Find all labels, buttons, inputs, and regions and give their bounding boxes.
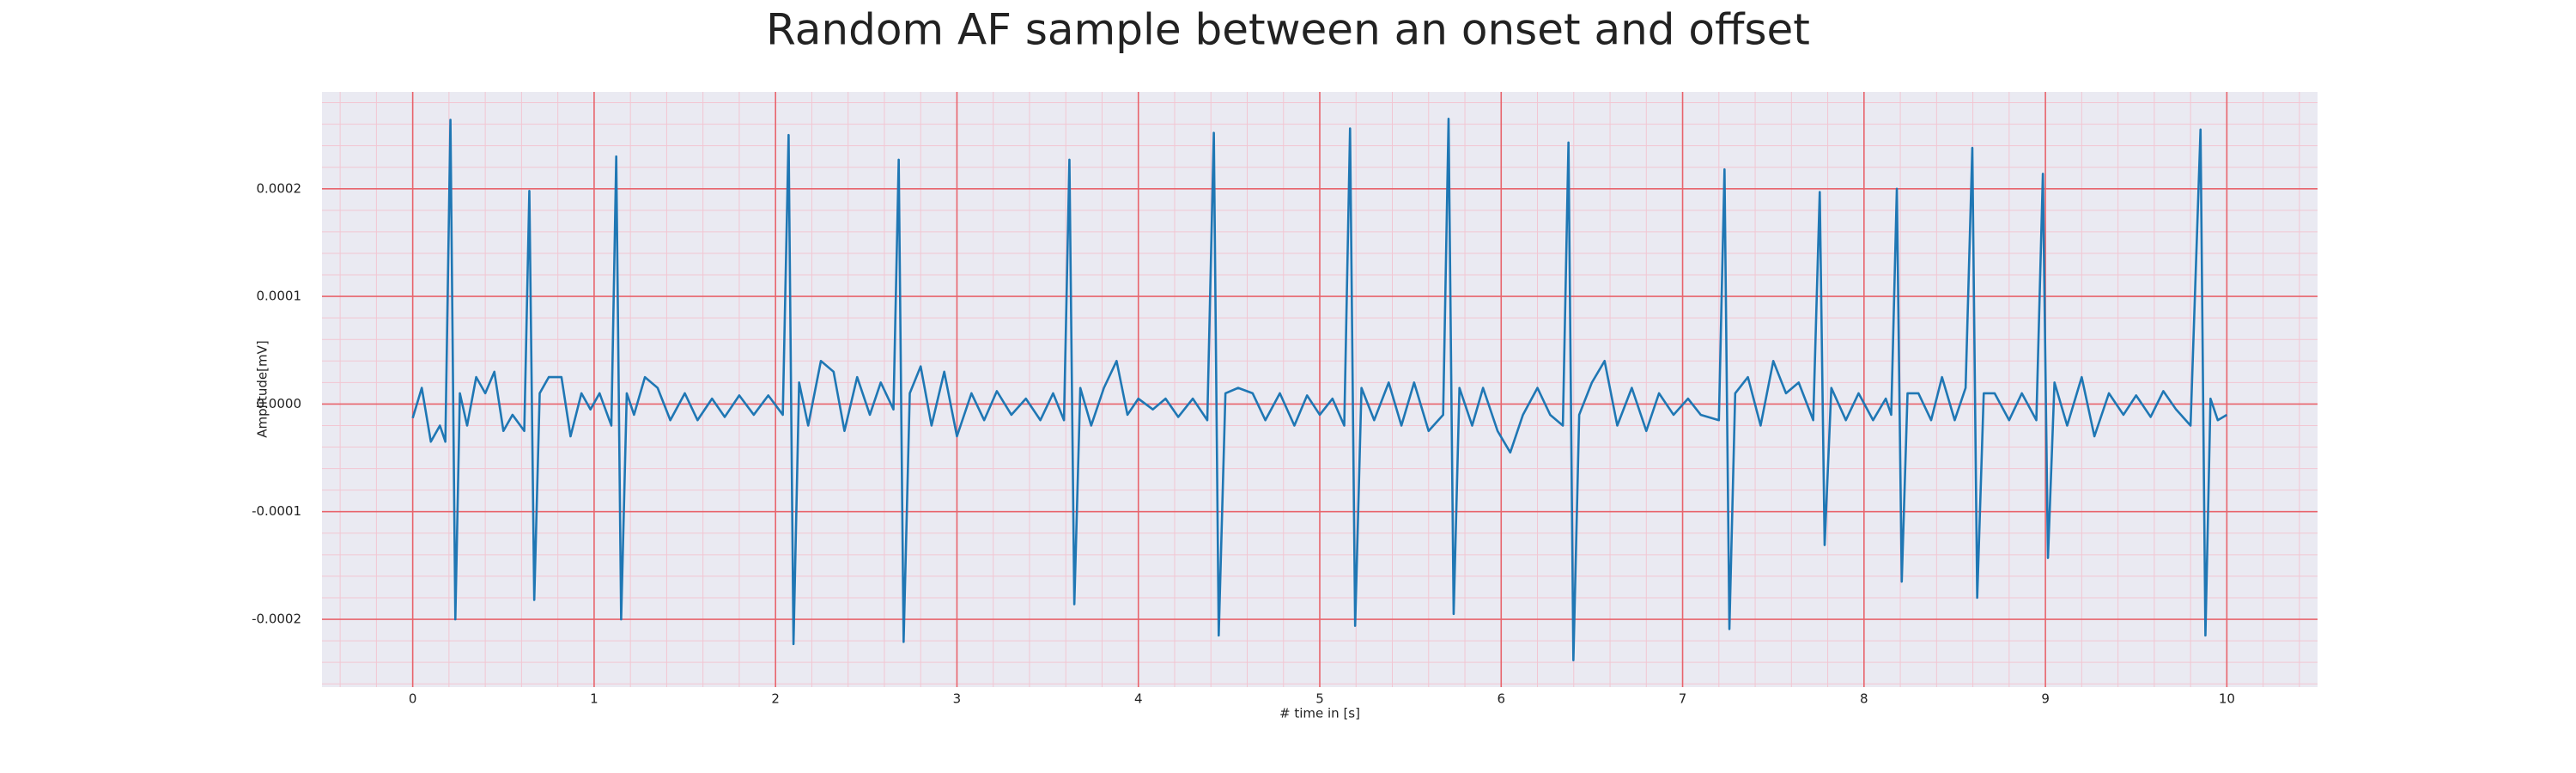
x-tick-label: 9 (2041, 691, 2050, 707)
chart-title: Random AF sample between an onset and of… (766, 5, 1810, 55)
x-tick-label: 4 (1134, 691, 1143, 707)
x-tick-label: 3 (953, 691, 962, 707)
x-tick-label: 10 (2219, 691, 2235, 707)
x-tick-label: 7 (1679, 691, 1687, 707)
y-tick-label: 0.0002 (257, 180, 302, 196)
x-tick-label: 8 (1860, 691, 1868, 707)
x-tick-label: 6 (1497, 691, 1505, 707)
y-tick-label: 0.0000 (257, 396, 302, 411)
y-tick-label: -0.0002 (252, 612, 301, 627)
y-axis-label: Amplitude[mV] (255, 340, 270, 437)
x-tick-label: 2 (771, 691, 780, 707)
x-tick-label: 5 (1315, 691, 1324, 707)
y-tick-label: 0.0001 (257, 289, 302, 304)
x-axis-label: # time in [s] (1279, 706, 1360, 721)
y-tick-label: -0.0001 (252, 503, 301, 519)
x-tick-label: 0 (409, 691, 417, 707)
signal-line (411, 118, 2228, 661)
x-tick-label: 1 (590, 691, 598, 707)
